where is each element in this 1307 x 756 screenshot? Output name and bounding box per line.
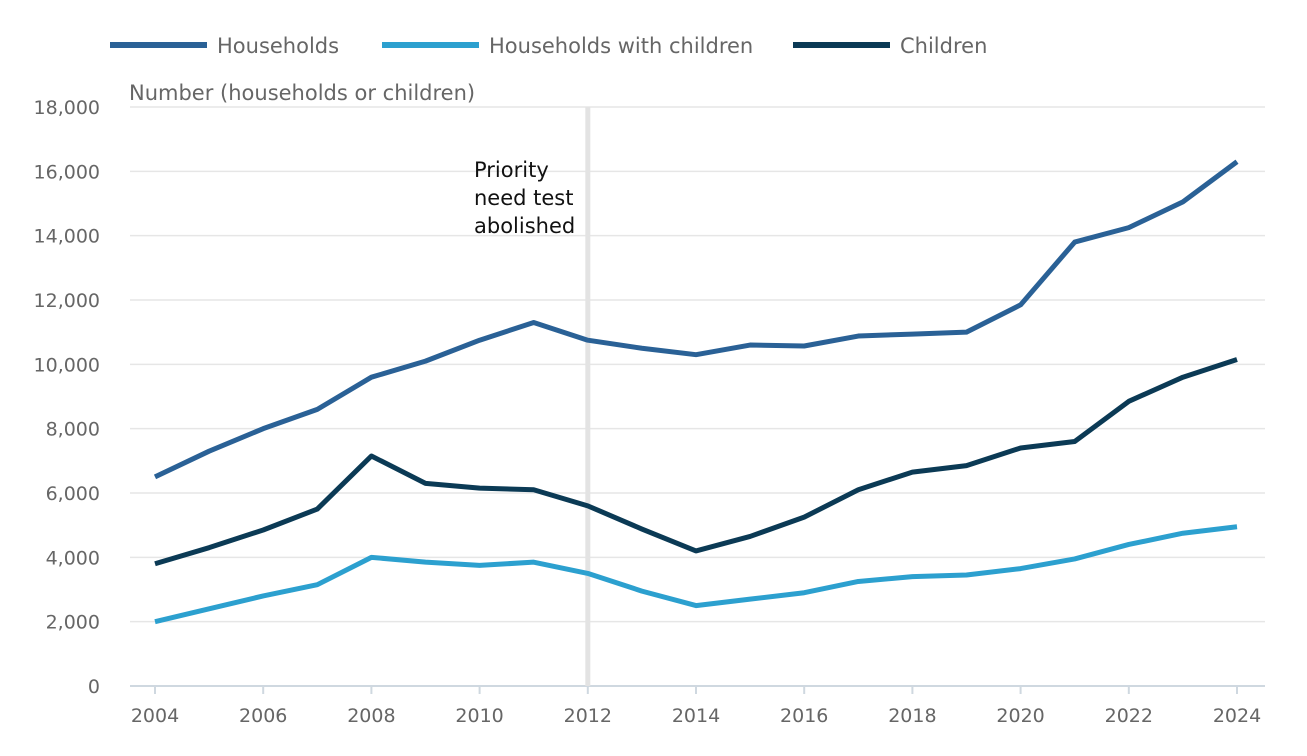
legend-label: Households with children — [489, 34, 753, 58]
y-tick-label: 8,000 — [46, 419, 100, 441]
x-tick-label: 2014 — [672, 705, 720, 727]
series-line-households-with-children — [155, 527, 1237, 622]
x-tick-label: 2010 — [455, 705, 503, 727]
y-axis-label: Number (households or children) — [129, 81, 475, 105]
x-tick-label: 2022 — [1105, 705, 1153, 727]
y-tick-label: 18,000 — [34, 97, 100, 119]
annotation: Priority need test abolished — [474, 107, 588, 686]
series-line-households — [155, 162, 1237, 477]
x-tick-label: 2020 — [996, 705, 1044, 727]
y-tick-label: 2,000 — [46, 612, 100, 634]
y-tick-label: 16,000 — [34, 161, 100, 183]
x-tick-label: 2016 — [780, 705, 828, 727]
y-tick-label: 0 — [88, 676, 100, 698]
y-tick-label: 6,000 — [46, 483, 100, 505]
x-tick-label: 2006 — [239, 705, 287, 727]
series-lines — [155, 162, 1237, 622]
gridlines — [130, 107, 1265, 686]
y-tick-label: 12,000 — [34, 290, 100, 312]
legend-label: Children — [900, 34, 987, 58]
y-axis: 0 2,000 4,000 6,000 8,000 10,000 12,000 14,000 1… — [34, 97, 100, 698]
x-tick-label: 2024 — [1213, 705, 1261, 727]
legend: Households Households with children Childr… — [110, 34, 987, 58]
annotation-text: need test — [474, 186, 573, 210]
y-tick-label: 4,000 — [46, 547, 100, 569]
x-tick-label: 2018 — [888, 705, 936, 727]
y-tick-label: 10,000 — [34, 354, 100, 376]
x-tick-label: 2008 — [347, 705, 395, 727]
legend-label: Households — [217, 34, 339, 58]
y-tick-label: 14,000 — [34, 226, 100, 248]
x-tick-label: 2004 — [131, 705, 179, 727]
annotation-text: Priority — [474, 158, 549, 182]
annotation-text: abolished — [474, 214, 575, 238]
series-line-children — [155, 360, 1237, 564]
x-axis: 2004 2006 2008 2010 2012 2014 2016 2018 2020 2022… — [131, 686, 1261, 727]
x-tick-label: 2012 — [564, 705, 612, 727]
